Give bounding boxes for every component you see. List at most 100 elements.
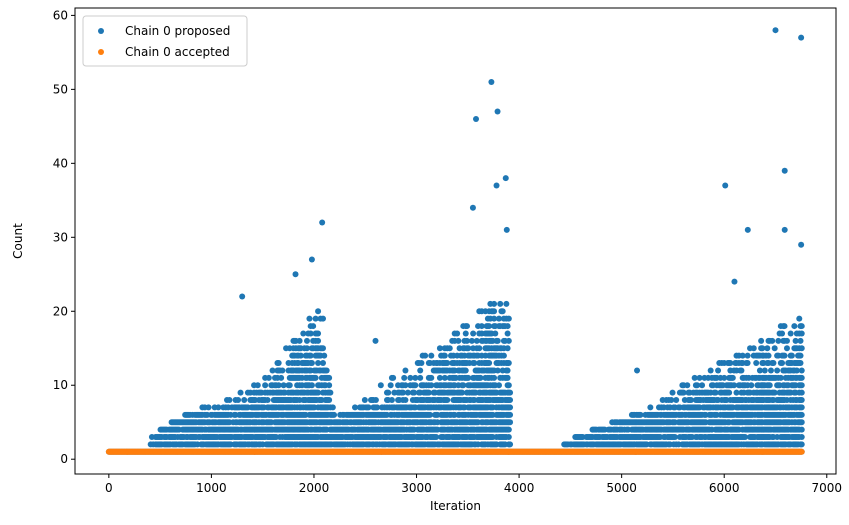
proposed-point	[469, 204, 476, 211]
proposed-point	[507, 411, 514, 418]
proposed-point	[504, 330, 511, 337]
proposed-point	[798, 323, 805, 330]
proposed-point	[493, 182, 500, 189]
proposed-point	[669, 389, 676, 396]
proposed-point	[387, 382, 394, 389]
proposed-point	[254, 382, 261, 389]
proposed-point	[269, 367, 276, 374]
proposed-point	[296, 337, 303, 344]
proposed-point	[781, 167, 788, 174]
proposed-point	[738, 367, 745, 374]
proposed-point	[494, 337, 501, 344]
proposed-point	[327, 389, 334, 396]
proposed-point	[634, 367, 641, 374]
proposed-point	[783, 345, 790, 352]
proposed-point	[326, 374, 333, 381]
proposed-point	[505, 337, 512, 344]
proposed-point	[226, 397, 233, 404]
proposed-point	[699, 382, 706, 389]
proposed-point	[502, 175, 509, 182]
proposed-point	[264, 397, 271, 404]
proposed-point	[761, 367, 768, 374]
legend: Chain 0 proposed Chain 0 accepted	[82, 15, 248, 67]
x-tick-label: 0	[105, 481, 113, 495]
proposed-point	[372, 397, 379, 404]
proposed-point	[488, 78, 495, 85]
x-tick-label: 7000	[811, 481, 842, 495]
x-tick-label: 4000	[504, 481, 535, 495]
proposed-point	[428, 374, 435, 381]
accepted-point	[798, 448, 805, 455]
proposed-point	[237, 389, 244, 396]
proposed-point	[758, 337, 765, 344]
proposed-point	[779, 360, 786, 367]
proposed-point	[402, 367, 409, 374]
proposed-point	[744, 226, 751, 233]
proposed-point	[462, 330, 469, 337]
legend-entry-accepted: Chain 0 accepted	[125, 45, 230, 59]
proposed-point	[323, 367, 330, 374]
proposed-point	[504, 345, 511, 352]
proposed-point	[715, 367, 722, 374]
proposed-point	[798, 426, 805, 433]
proposed-point	[731, 278, 738, 285]
proposed-point	[787, 330, 794, 337]
proposed-point	[769, 337, 776, 344]
proposed-point	[454, 330, 461, 337]
proposed-point	[788, 352, 795, 359]
proposed-point	[303, 337, 310, 344]
proposed-point	[319, 360, 326, 367]
series-accepted-points	[105, 448, 805, 455]
y-tick-label: 30	[53, 230, 68, 244]
proposed-point	[798, 434, 805, 441]
proposed-point	[491, 374, 498, 381]
proposed-point	[292, 271, 299, 278]
proposed-point	[505, 315, 512, 322]
proposed-point	[798, 411, 805, 418]
proposed-point	[781, 226, 788, 233]
proposed-point	[473, 115, 480, 122]
proposed-point	[770, 360, 777, 367]
y-tick-label: 20	[53, 304, 68, 318]
proposed-point	[494, 108, 501, 115]
proposed-point	[306, 315, 313, 322]
proposed-point	[798, 241, 805, 248]
proposed-point	[265, 374, 272, 381]
proposed-point	[441, 352, 448, 359]
proposed-point	[326, 397, 333, 404]
proposed-point	[781, 352, 788, 359]
proposed-point	[507, 404, 514, 411]
proposed-point	[385, 389, 392, 396]
legend-marker-proposed	[98, 28, 104, 34]
proposed-point	[744, 360, 751, 367]
legend-entry-proposed: Chain 0 proposed	[125, 24, 230, 38]
proposed-point	[319, 315, 326, 322]
proposed-point	[486, 360, 493, 367]
proposed-point	[504, 367, 511, 374]
y-axis-label: Count	[11, 223, 25, 259]
proposed-point	[428, 352, 435, 359]
proposed-point	[774, 367, 781, 374]
proposed-point	[402, 397, 409, 404]
proposed-point	[446, 345, 453, 352]
proposed-point	[417, 367, 424, 374]
proposed-point	[798, 34, 805, 41]
proposed-point	[798, 419, 805, 426]
proposed-point	[215, 404, 222, 411]
proposed-point	[673, 397, 680, 404]
proposed-point	[476, 345, 483, 352]
proposed-point	[401, 374, 408, 381]
proposed-point	[444, 397, 451, 404]
proposed-point	[504, 323, 511, 330]
proposed-point	[771, 345, 778, 352]
proposed-point	[767, 367, 774, 374]
proposed-point	[275, 360, 282, 367]
proposed-point	[319, 219, 326, 226]
y-tick-label: 40	[53, 156, 68, 170]
proposed-point	[463, 323, 470, 330]
proposed-point	[797, 337, 804, 344]
proposed-point	[507, 397, 514, 404]
proposed-point	[499, 308, 506, 315]
proposed-point	[470, 330, 477, 337]
